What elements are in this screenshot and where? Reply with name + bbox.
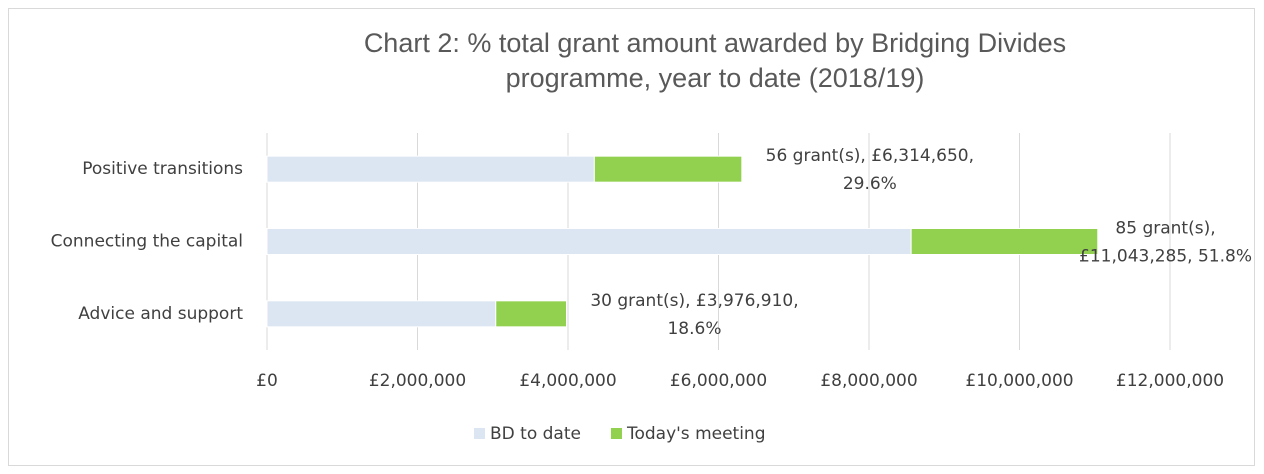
data-label: 18.6%: [667, 319, 721, 339]
y-tick-label: Advice and support: [78, 304, 243, 324]
y-tick-label: Connecting the capital: [51, 232, 243, 252]
x-tick-label: £12,000,000: [1116, 371, 1224, 391]
legend-swatch: [474, 428, 485, 439]
legend-swatch: [610, 428, 622, 439]
data-label: 56 grant(s), £6,314,650,: [766, 146, 974, 166]
data-label: 29.6%: [843, 174, 897, 194]
x-tick-label: £0: [256, 371, 278, 391]
bar-segment: [266, 228, 912, 255]
x-tick-label: £6,000,000: [670, 371, 767, 391]
chart-title: Chart 2: % total grant amount awarded by…: [364, 28, 1066, 58]
x-tick-label: £8,000,000: [820, 371, 917, 391]
data-label: £11,043,285, 51.8%: [1079, 247, 1252, 267]
bar-segment: [495, 300, 567, 328]
bar-segment: [266, 300, 497, 328]
bar-segment: [266, 155, 595, 183]
data-label: 85 grant(s),: [1115, 219, 1215, 239]
y-tick-label: Positive transitions: [82, 159, 243, 179]
x-tick-label: £4,000,000: [519, 371, 616, 391]
chart-title: programme, year to date (2018/19): [506, 63, 925, 93]
legend-label: Today's meeting: [626, 424, 766, 444]
bar-segment: [910, 228, 1099, 255]
x-tick-label: £2,000,000: [369, 371, 466, 391]
legend-label: BD to date: [490, 424, 581, 444]
data-label: 30 grant(s), £3,976,910,: [590, 291, 798, 311]
x-tick-label: £10,000,000: [965, 371, 1073, 391]
bar-segment: [593, 155, 743, 183]
